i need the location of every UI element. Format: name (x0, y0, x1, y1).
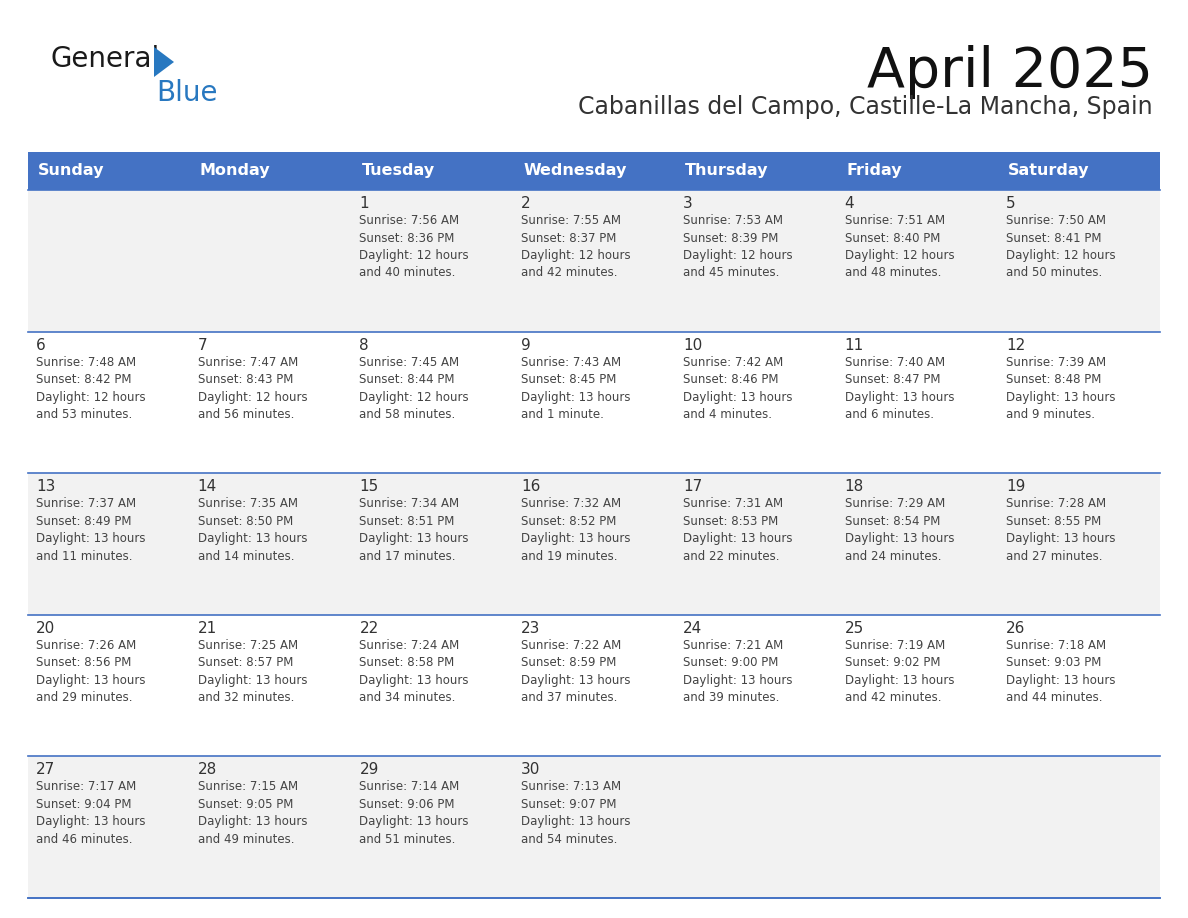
Bar (29, 152, 190, 190)
Text: 13: 13 (36, 479, 56, 494)
Text: Sunrise: 7:37 AM
Sunset: 8:49 PM
Daylight: 13 hours
and 11 minutes.: Sunrise: 7:37 AM Sunset: 8:49 PM Dayligh… (36, 498, 145, 563)
Text: Sunrise: 7:48 AM
Sunset: 8:42 PM
Daylight: 12 hours
and 53 minutes.: Sunrise: 7:48 AM Sunset: 8:42 PM Dayligh… (36, 355, 146, 421)
Text: 28: 28 (197, 763, 217, 778)
Text: 26: 26 (1006, 621, 1025, 636)
Bar (998, 152, 1159, 190)
Bar (675, 152, 836, 190)
Text: Sunrise: 7:28 AM
Sunset: 8:55 PM
Daylight: 13 hours
and 27 minutes.: Sunrise: 7:28 AM Sunset: 8:55 PM Dayligh… (1006, 498, 1116, 563)
Text: Sunday: Sunday (38, 163, 105, 178)
Text: Sunrise: 7:21 AM
Sunset: 9:00 PM
Daylight: 13 hours
and 39 minutes.: Sunrise: 7:21 AM Sunset: 9:00 PM Dayligh… (683, 639, 792, 704)
Text: 8: 8 (360, 338, 369, 353)
Text: 7: 7 (197, 338, 208, 353)
Text: 20: 20 (36, 621, 56, 636)
Text: Sunrise: 7:13 AM
Sunset: 9:07 PM
Daylight: 13 hours
and 54 minutes.: Sunrise: 7:13 AM Sunset: 9:07 PM Dayligh… (522, 780, 631, 845)
Bar (29, 473, 1159, 615)
Text: Sunrise: 7:53 AM
Sunset: 8:39 PM
Daylight: 12 hours
and 45 minutes.: Sunrise: 7:53 AM Sunset: 8:39 PM Dayligh… (683, 214, 792, 279)
Text: 4: 4 (845, 196, 854, 211)
Text: 23: 23 (522, 621, 541, 636)
Text: 22: 22 (360, 621, 379, 636)
Text: 5: 5 (1006, 196, 1016, 211)
Text: Sunrise: 7:17 AM
Sunset: 9:04 PM
Daylight: 13 hours
and 46 minutes.: Sunrise: 7:17 AM Sunset: 9:04 PM Dayligh… (36, 780, 145, 845)
Text: Sunrise: 7:19 AM
Sunset: 9:02 PM
Daylight: 13 hours
and 42 minutes.: Sunrise: 7:19 AM Sunset: 9:02 PM Dayligh… (845, 639, 954, 704)
Text: 11: 11 (845, 338, 864, 353)
Text: Sunrise: 7:15 AM
Sunset: 9:05 PM
Daylight: 13 hours
and 49 minutes.: Sunrise: 7:15 AM Sunset: 9:05 PM Dayligh… (197, 780, 308, 845)
Text: 25: 25 (845, 621, 864, 636)
Bar (29, 615, 1159, 756)
Text: Sunrise: 7:45 AM
Sunset: 8:44 PM
Daylight: 12 hours
and 58 minutes.: Sunrise: 7:45 AM Sunset: 8:44 PM Dayligh… (360, 355, 469, 421)
Text: Sunrise: 7:34 AM
Sunset: 8:51 PM
Daylight: 13 hours
and 17 minutes.: Sunrise: 7:34 AM Sunset: 8:51 PM Dayligh… (360, 498, 469, 563)
Text: 18: 18 (845, 479, 864, 494)
Text: Sunrise: 7:14 AM
Sunset: 9:06 PM
Daylight: 13 hours
and 51 minutes.: Sunrise: 7:14 AM Sunset: 9:06 PM Dayligh… (360, 780, 469, 845)
Text: 27: 27 (36, 763, 56, 778)
Text: 19: 19 (1006, 479, 1025, 494)
Text: 2: 2 (522, 196, 531, 211)
Text: Sunrise: 7:40 AM
Sunset: 8:47 PM
Daylight: 13 hours
and 6 minutes.: Sunrise: 7:40 AM Sunset: 8:47 PM Dayligh… (845, 355, 954, 421)
Text: Sunrise: 7:56 AM
Sunset: 8:36 PM
Daylight: 12 hours
and 40 minutes.: Sunrise: 7:56 AM Sunset: 8:36 PM Dayligh… (360, 214, 469, 279)
Polygon shape (154, 47, 173, 77)
Bar (29, 331, 1159, 473)
Text: Sunrise: 7:26 AM
Sunset: 8:56 PM
Daylight: 13 hours
and 29 minutes.: Sunrise: 7:26 AM Sunset: 8:56 PM Dayligh… (36, 639, 145, 704)
Text: 12: 12 (1006, 338, 1025, 353)
Bar (190, 152, 352, 190)
Text: Sunrise: 7:35 AM
Sunset: 8:50 PM
Daylight: 13 hours
and 14 minutes.: Sunrise: 7:35 AM Sunset: 8:50 PM Dayligh… (197, 498, 308, 563)
Text: 6: 6 (36, 338, 46, 353)
Bar (29, 756, 1159, 898)
Text: Sunrise: 7:43 AM
Sunset: 8:45 PM
Daylight: 13 hours
and 1 minute.: Sunrise: 7:43 AM Sunset: 8:45 PM Dayligh… (522, 355, 631, 421)
Text: April 2025: April 2025 (867, 45, 1154, 99)
Text: Sunrise: 7:42 AM
Sunset: 8:46 PM
Daylight: 13 hours
and 4 minutes.: Sunrise: 7:42 AM Sunset: 8:46 PM Dayligh… (683, 355, 792, 421)
Text: Friday: Friday (847, 163, 902, 178)
Text: 9: 9 (522, 338, 531, 353)
Text: 15: 15 (360, 479, 379, 494)
Text: Sunrise: 7:29 AM
Sunset: 8:54 PM
Daylight: 13 hours
and 24 minutes.: Sunrise: 7:29 AM Sunset: 8:54 PM Dayligh… (845, 498, 954, 563)
Text: Sunrise: 7:51 AM
Sunset: 8:40 PM
Daylight: 12 hours
and 48 minutes.: Sunrise: 7:51 AM Sunset: 8:40 PM Dayligh… (845, 214, 954, 279)
Text: 17: 17 (683, 479, 702, 494)
Text: Blue: Blue (156, 79, 217, 107)
Text: Sunrise: 7:39 AM
Sunset: 8:48 PM
Daylight: 13 hours
and 9 minutes.: Sunrise: 7:39 AM Sunset: 8:48 PM Dayligh… (1006, 355, 1116, 421)
Text: Sunrise: 7:31 AM
Sunset: 8:53 PM
Daylight: 13 hours
and 22 minutes.: Sunrise: 7:31 AM Sunset: 8:53 PM Dayligh… (683, 498, 792, 563)
Text: Sunrise: 7:18 AM
Sunset: 9:03 PM
Daylight: 13 hours
and 44 minutes.: Sunrise: 7:18 AM Sunset: 9:03 PM Dayligh… (1006, 639, 1116, 704)
Text: Sunrise: 7:24 AM
Sunset: 8:58 PM
Daylight: 13 hours
and 34 minutes.: Sunrise: 7:24 AM Sunset: 8:58 PM Dayligh… (360, 639, 469, 704)
Text: 21: 21 (197, 621, 217, 636)
Text: Sunrise: 7:32 AM
Sunset: 8:52 PM
Daylight: 13 hours
and 19 minutes.: Sunrise: 7:32 AM Sunset: 8:52 PM Dayligh… (522, 498, 631, 563)
Text: Sunrise: 7:47 AM
Sunset: 8:43 PM
Daylight: 12 hours
and 56 minutes.: Sunrise: 7:47 AM Sunset: 8:43 PM Dayligh… (197, 355, 308, 421)
Text: Tuesday: Tuesday (361, 163, 435, 178)
Bar (836, 152, 998, 190)
Text: Thursday: Thursday (684, 163, 769, 178)
Text: 16: 16 (522, 479, 541, 494)
Text: Sunrise: 7:22 AM
Sunset: 8:59 PM
Daylight: 13 hours
and 37 minutes.: Sunrise: 7:22 AM Sunset: 8:59 PM Dayligh… (522, 639, 631, 704)
Text: Sunrise: 7:50 AM
Sunset: 8:41 PM
Daylight: 12 hours
and 50 minutes.: Sunrise: 7:50 AM Sunset: 8:41 PM Dayligh… (1006, 214, 1116, 279)
Text: Monday: Monday (200, 163, 271, 178)
Text: 24: 24 (683, 621, 702, 636)
Text: Sunrise: 7:25 AM
Sunset: 8:57 PM
Daylight: 13 hours
and 32 minutes.: Sunrise: 7:25 AM Sunset: 8:57 PM Dayligh… (197, 639, 308, 704)
Bar (352, 152, 513, 190)
Text: Saturday: Saturday (1009, 163, 1089, 178)
Text: 1: 1 (360, 196, 369, 211)
Text: General: General (50, 45, 159, 73)
Text: 29: 29 (360, 763, 379, 778)
Bar (29, 190, 1159, 331)
Text: Sunrise: 7:55 AM
Sunset: 8:37 PM
Daylight: 12 hours
and 42 minutes.: Sunrise: 7:55 AM Sunset: 8:37 PM Dayligh… (522, 214, 631, 279)
Text: 14: 14 (197, 479, 217, 494)
Text: Wednesday: Wednesday (523, 163, 626, 178)
Text: 3: 3 (683, 196, 693, 211)
Text: Cabanillas del Campo, Castille-La Mancha, Spain: Cabanillas del Campo, Castille-La Mancha… (579, 95, 1154, 119)
Text: 10: 10 (683, 338, 702, 353)
Text: 30: 30 (522, 763, 541, 778)
Bar (513, 152, 675, 190)
